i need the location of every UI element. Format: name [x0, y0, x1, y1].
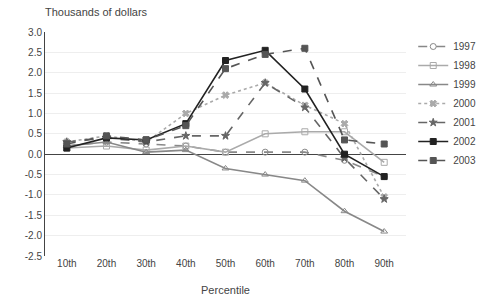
svg-text:80th: 80th — [335, 258, 354, 269]
svg-text:2001: 2001 — [453, 117, 476, 128]
svg-text:2.0: 2.0 — [28, 67, 42, 78]
svg-text:20th: 20th — [97, 258, 116, 269]
svg-text:40th: 40th — [176, 258, 195, 269]
svg-text:60th: 60th — [255, 258, 274, 269]
svg-text:90th: 90th — [374, 258, 393, 269]
svg-text:-1.0: -1.0 — [25, 189, 43, 200]
svg-text:1.5: 1.5 — [28, 88, 42, 99]
svg-text:2000: 2000 — [453, 98, 476, 109]
svg-text:2002: 2002 — [453, 136, 476, 147]
svg-text:50th: 50th — [216, 258, 235, 269]
svg-text:3.0: 3.0 — [28, 27, 42, 38]
svg-text:Thousands of dollars: Thousands of dollars — [45, 6, 148, 18]
svg-text:2003: 2003 — [453, 155, 476, 166]
svg-text:0.5: 0.5 — [28, 128, 42, 139]
svg-text:Percentile: Percentile — [201, 284, 250, 296]
svg-text:1.0: 1.0 — [28, 108, 42, 119]
svg-text:2.5: 2.5 — [28, 47, 42, 58]
svg-text:1999: 1999 — [453, 79, 476, 90]
svg-text:1998: 1998 — [453, 60, 476, 71]
svg-text:0.0: 0.0 — [28, 149, 42, 160]
svg-text:-2.0: -2.0 — [25, 230, 43, 241]
svg-text:70th: 70th — [295, 258, 314, 269]
svg-text:-2.5: -2.5 — [25, 251, 43, 262]
svg-text:-0.5: -0.5 — [25, 169, 43, 180]
svg-text:-1.5: -1.5 — [25, 210, 43, 221]
svg-text:30th: 30th — [136, 258, 155, 269]
svg-text:1997: 1997 — [453, 41, 476, 52]
svg-text:10th: 10th — [57, 258, 76, 269]
